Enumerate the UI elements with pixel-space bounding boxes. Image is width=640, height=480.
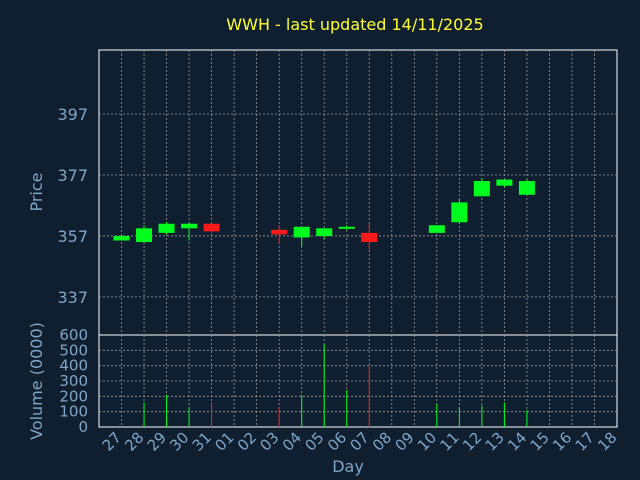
volume-tick-label: 500 xyxy=(59,341,88,359)
volume-tick-label: 400 xyxy=(59,357,88,375)
volume-tick-label: 200 xyxy=(59,387,88,405)
price-candles xyxy=(113,178,535,250)
candle-body xyxy=(203,223,220,232)
candle-body xyxy=(451,202,468,223)
price-tick-label: 337 xyxy=(57,288,88,307)
candle-body xyxy=(518,181,535,195)
volume-tick-label: 100 xyxy=(59,403,88,421)
candle-body xyxy=(136,228,153,243)
volume-tick-label: 600 xyxy=(59,326,88,344)
candle-body xyxy=(181,223,198,229)
grid-lines xyxy=(99,50,617,427)
price-axis-label: Price xyxy=(27,172,46,211)
price-tick-label: 397 xyxy=(57,105,88,124)
candle-body xyxy=(293,226,310,238)
x-tick-label: 18 xyxy=(594,429,620,455)
candle-body xyxy=(271,229,288,235)
candle-body xyxy=(473,181,490,197)
price-tick-label: 377 xyxy=(57,166,88,185)
price-plot-frame xyxy=(98,49,618,336)
chart-title: WWH - last updated 14/11/2025 xyxy=(226,15,483,34)
price-tick-label: 357 xyxy=(57,227,88,246)
axis-labels: 2728293031010203040506070809101112131415… xyxy=(57,105,620,455)
candle-body xyxy=(496,179,513,186)
candle-body xyxy=(316,228,333,236)
x-axis-label: Day xyxy=(332,457,364,476)
candle-body xyxy=(428,225,445,233)
candle-body xyxy=(158,223,175,233)
volume-axis-label: Volume (0000) xyxy=(27,322,46,440)
volume-tick-label: 0 xyxy=(78,418,88,436)
volume-tick-label: 300 xyxy=(59,372,88,390)
volume-bars xyxy=(143,344,528,427)
candle-body xyxy=(113,235,130,241)
candle-body xyxy=(361,232,378,243)
candle-body xyxy=(338,226,355,229)
